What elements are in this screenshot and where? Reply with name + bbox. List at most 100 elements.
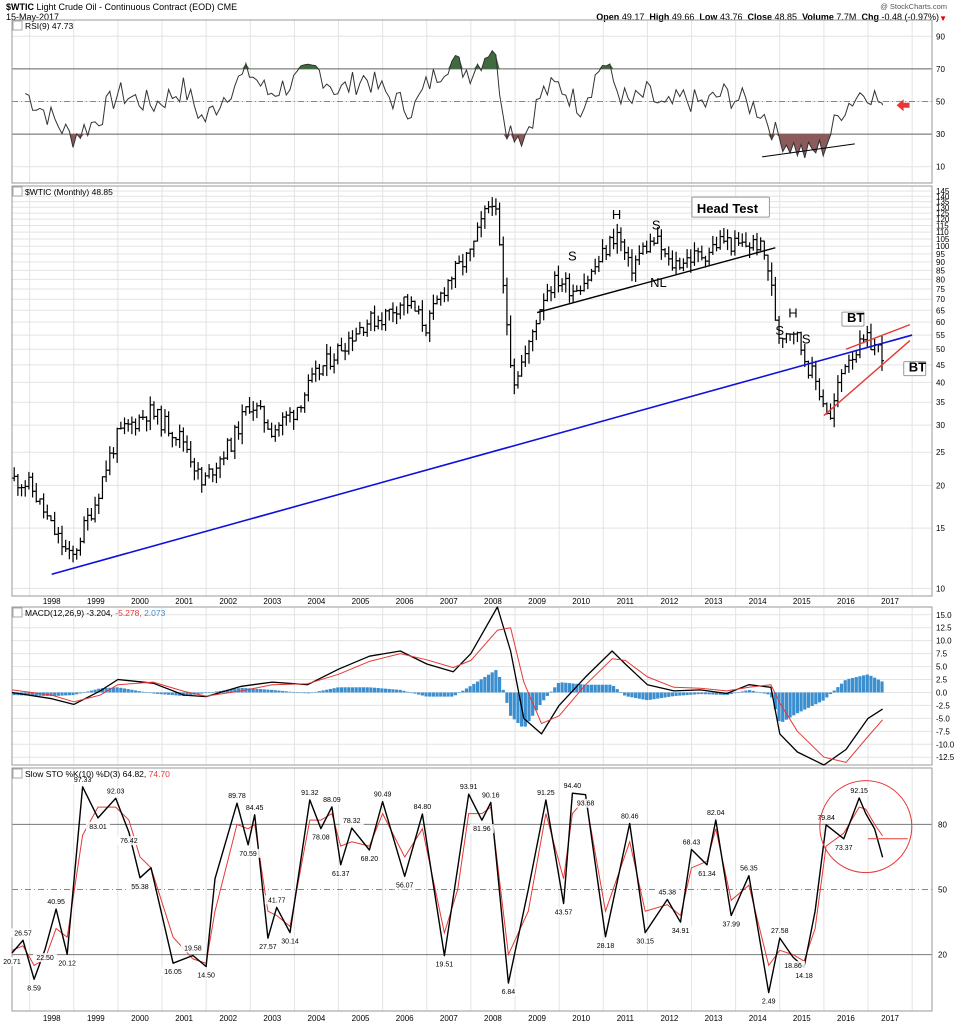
- price-y-tick-115: 115: [936, 221, 949, 230]
- ohlc-bar: [431, 294, 436, 320]
- price-y-tick-35: 35: [936, 398, 945, 407]
- sto-label-bg: [264, 895, 289, 905]
- macd-histogram-bar: [314, 691, 318, 693]
- sto-point-label: 56.07: [396, 882, 414, 889]
- ohlc-bar: [398, 302, 403, 320]
- macd-histogram-bar: [534, 692, 538, 711]
- macd-histogram-bar: [497, 676, 502, 693]
- ohlc-bar: [185, 435, 190, 454]
- ohlc-bar: [394, 306, 399, 325]
- macd-histogram-bar: [836, 687, 840, 693]
- macd-histogram-bar: [803, 692, 807, 710]
- macd-histogram-bar: [119, 687, 123, 693]
- rsi-y-tick-50: 50: [936, 98, 945, 107]
- sto-x-tick-2015: 2015: [793, 1014, 811, 1023]
- ohlc-bar: [192, 458, 197, 481]
- price-x-tick-2000: 2000: [131, 597, 149, 606]
- sto-label-bg: [814, 812, 839, 822]
- macd-histogram-bar: [641, 692, 645, 700]
- macd-histogram-bar: [714, 692, 719, 695]
- change-down-icon: ▼: [939, 14, 947, 23]
- ohlc-bar: [262, 405, 267, 433]
- ohlc-bar: [618, 227, 623, 252]
- macd-histogram-bar: [428, 692, 432, 697]
- sto-x-tick-2014: 2014: [749, 1014, 767, 1023]
- ohlc-bar: [229, 437, 234, 452]
- macd-histogram-bar: [369, 687, 373, 693]
- sto-point-label: 43.57: [555, 909, 573, 916]
- sto-label-bg: [297, 787, 322, 797]
- sto-label-bg: [33, 953, 58, 963]
- macd-histogram-bar: [126, 689, 130, 693]
- ohlc-bar: [210, 468, 215, 483]
- sto-point-label: 14.50: [197, 973, 215, 980]
- sto-label-bg: [736, 863, 761, 873]
- macd-histogram-bar: [707, 692, 711, 695]
- annotation-box-4: [691, 196, 770, 218]
- ohlc-bar: [177, 424, 182, 448]
- ohlc-bar: [648, 233, 653, 253]
- macd-histogram-bar: [615, 689, 619, 693]
- macd-histogram-bar: [876, 679, 880, 693]
- rsi-panel-title: RSI(9) 47.73: [25, 21, 73, 31]
- macd-histogram-bar: [86, 691, 90, 693]
- ohlc-bar: [655, 227, 660, 244]
- macd-histogram-bar: [144, 692, 149, 693]
- ohlc-summary: Open 49.17 High 49.66 Low 43.76 Close 48…: [596, 12, 939, 22]
- ohlc-bar: [247, 397, 252, 414]
- macd-histogram-bar: [273, 690, 277, 693]
- macd-histogram-bar: [652, 692, 656, 700]
- macd-histogram-bar: [494, 670, 498, 693]
- macd-histogram-bar: [409, 692, 413, 694]
- macd-histogram-bar: [424, 692, 428, 697]
- macd-histogram-bar: [89, 690, 94, 693]
- macd-histogram-bar: [486, 674, 491, 693]
- macd-histogram-bar: [483, 676, 487, 693]
- ohlc-bar: [232, 424, 237, 460]
- macd-histogram-bar: [604, 684, 608, 693]
- macd-histogram-bar: [104, 687, 108, 693]
- macd-histogram-bar: [770, 692, 774, 698]
- sto-label-bg: [308, 832, 333, 842]
- ohlc-bar: [843, 364, 848, 375]
- macd-histogram-bar: [218, 690, 222, 693]
- macd-y-tick-0.0: 0.0: [936, 688, 948, 697]
- sto-point-label: 90.16: [482, 792, 500, 799]
- ohlc-bar: [799, 331, 804, 356]
- macd-histogram-bar: [266, 689, 270, 693]
- price-x-tick-2001: 2001: [175, 597, 193, 606]
- sto-point-label: 70.59: [239, 851, 257, 858]
- macd-histogram-bar: [225, 689, 230, 693]
- sto-label-bg: [0, 957, 24, 967]
- ohlc-bar: [324, 343, 329, 377]
- ohlc-bar: [545, 283, 550, 302]
- ohlc-bar: [725, 229, 730, 251]
- macd-histogram-bar: [582, 684, 586, 693]
- macd-histogram-bar: [821, 692, 825, 701]
- sto-label-bg: [194, 970, 219, 980]
- price-trendline-1: [536, 247, 776, 314]
- sto-label-bg: [792, 971, 817, 981]
- sto-point-label: 34.91: [672, 928, 690, 935]
- price-y-tick-125: 125: [936, 209, 950, 218]
- sto-point-label: 19.58: [184, 946, 202, 953]
- annotation-box-9: [903, 361, 927, 377]
- ohlc-bar: [74, 548, 79, 560]
- ohlc-bar: [865, 325, 870, 348]
- ohlc-bar: [82, 516, 87, 544]
- macd-histogram-bar: [240, 687, 244, 693]
- macd-y-tick--2.5: -2.5: [936, 701, 950, 710]
- sto-label-bg: [70, 774, 95, 784]
- macd-histogram-bar: [159, 692, 163, 695]
- macd-histogram-bar: [542, 692, 546, 701]
- rsi-panel-frame: [11, 19, 933, 184]
- macd-histogram-bar: [479, 679, 483, 693]
- macd-line: [11, 606, 883, 766]
- macd-histogram-bar: [828, 692, 833, 695]
- price-y-tick-65: 65: [936, 306, 945, 315]
- macd-histogram-bar: [321, 690, 325, 693]
- ohlc-bar: [560, 278, 565, 292]
- ohlc-bar: [615, 223, 620, 254]
- macd-histogram-bar: [292, 692, 296, 693]
- sto-label-bg: [758, 996, 779, 1006]
